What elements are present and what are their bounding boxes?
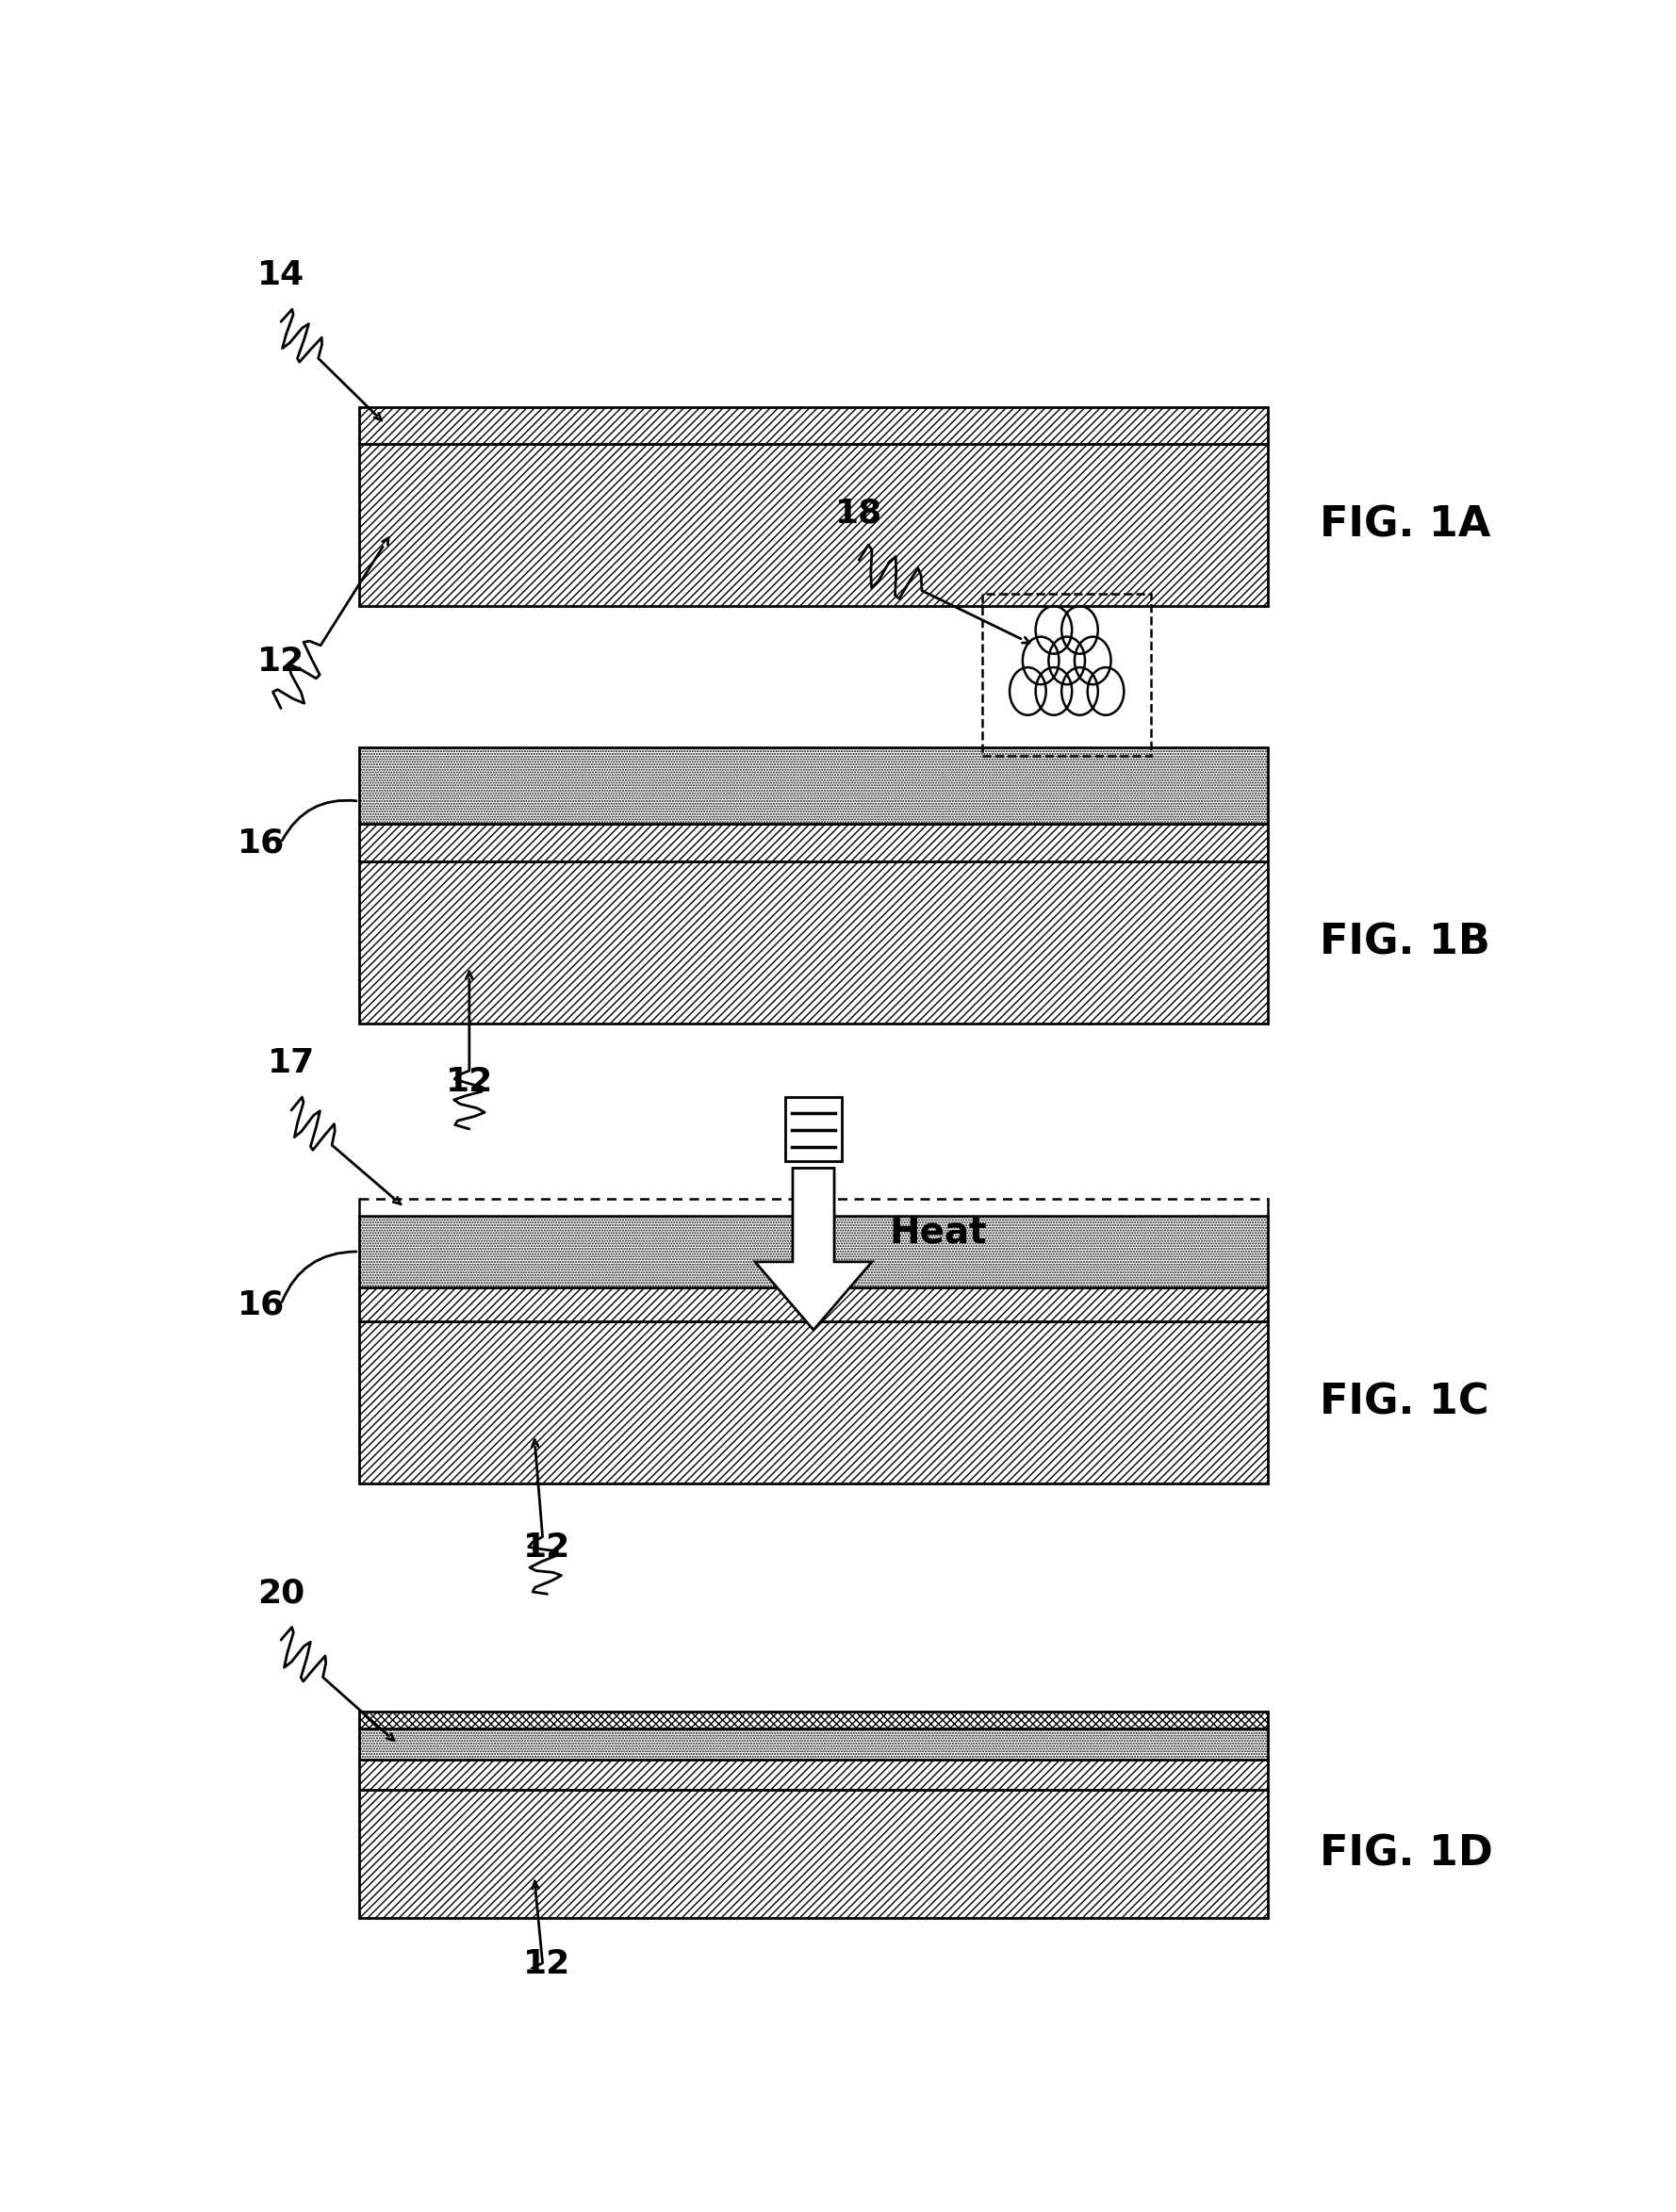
Bar <box>359 1287 1269 1321</box>
Text: 16: 16 <box>238 1287 285 1321</box>
Bar <box>359 825 1269 863</box>
Text: 12: 12 <box>446 1066 493 1099</box>
Polygon shape <box>756 1168 872 1329</box>
Bar <box>359 863 1269 1024</box>
Bar <box>359 1728 1269 1759</box>
Text: FIG. 1C: FIG. 1C <box>1321 1382 1490 1422</box>
Text: 17: 17 <box>268 1048 315 1079</box>
Bar <box>359 1759 1269 1790</box>
Bar <box>359 748 1269 825</box>
Text: Heat: Heat <box>888 1214 987 1250</box>
Bar <box>359 407 1269 445</box>
Text: FIG. 1B: FIG. 1B <box>1321 922 1490 962</box>
Text: 14: 14 <box>256 259 305 292</box>
Bar <box>359 1712 1269 1728</box>
Bar <box>359 1217 1269 1287</box>
Bar <box>359 1321 1269 1484</box>
Text: 12: 12 <box>523 1949 572 1980</box>
Text: FIG. 1A: FIG. 1A <box>1321 504 1492 546</box>
Text: 12: 12 <box>256 646 305 677</box>
Bar <box>359 1199 1269 1217</box>
Bar <box>359 1790 1269 1918</box>
Bar <box>784 1097 841 1161</box>
Text: 18: 18 <box>835 498 883 529</box>
Bar <box>359 445 1269 606</box>
Text: 20: 20 <box>256 1577 305 1610</box>
Text: 16: 16 <box>238 827 285 858</box>
Text: FIG. 1D: FIG. 1D <box>1321 1834 1493 1874</box>
Bar <box>982 595 1151 757</box>
Text: 12: 12 <box>523 1531 572 1564</box>
